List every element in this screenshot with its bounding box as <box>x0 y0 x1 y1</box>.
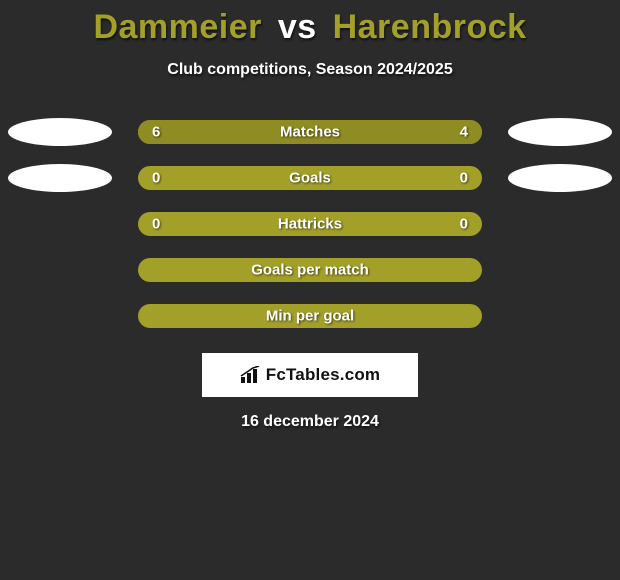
stat-label: Hattricks <box>138 216 482 233</box>
brand-text: FcTables.com <box>266 365 381 385</box>
stat-bar: Min per goal <box>138 304 482 328</box>
player-a-name: Dammeier <box>93 8 261 46</box>
title-vs: vs <box>278 8 317 46</box>
stat-label: Goals per match <box>138 262 482 279</box>
page-title: Dammeier vs Harenbrock <box>0 0 620 47</box>
stat-label: Min per goal <box>138 308 482 325</box>
stat-row: 64Matches <box>0 109 620 155</box>
stat-row: Goals per match <box>0 247 620 293</box>
stat-bar: 00Goals <box>138 166 482 190</box>
player-a-oval <box>8 164 112 192</box>
stat-label: Goals <box>138 170 482 187</box>
comparison-infographic: Dammeier vs Harenbrock Club competitions… <box>0 0 620 580</box>
date-text: 16 december 2024 <box>0 413 620 431</box>
brand-badge: FcTables.com <box>202 353 418 397</box>
stat-bar: Goals per match <box>138 258 482 282</box>
stat-label: Matches <box>138 124 482 141</box>
stat-row: 00Goals <box>0 155 620 201</box>
stat-row: 00Hattricks <box>0 201 620 247</box>
subtitle: Club competitions, Season 2024/2025 <box>0 61 620 79</box>
player-b-oval <box>508 118 612 146</box>
stat-row: Min per goal <box>0 293 620 339</box>
stat-bar: 64Matches <box>138 120 482 144</box>
player-b-name: Harenbrock <box>333 8 527 46</box>
player-a-oval <box>8 118 112 146</box>
player-b-oval <box>508 164 612 192</box>
bar-chart-icon <box>240 366 262 384</box>
stat-bar: 00Hattricks <box>138 212 482 236</box>
stat-rows: 64Matches 00Goals 00Hattricks Goals per mat… <box>0 109 620 339</box>
